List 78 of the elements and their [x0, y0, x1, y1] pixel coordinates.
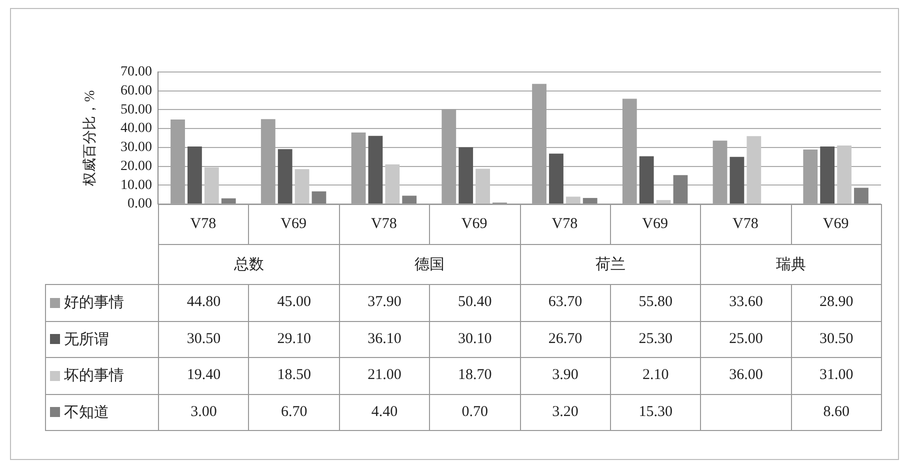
data-label: 44.80: [158, 284, 250, 322]
data-label: 36.10: [338, 320, 430, 358]
legend-label: 坏的事情: [45, 357, 159, 394]
y-tick-label: 30.00: [120, 140, 152, 156]
bar: [582, 198, 598, 204]
data-label: 4.40: [338, 394, 430, 431]
data-label: 6.70: [248, 394, 340, 431]
data-label: 55.80: [610, 284, 702, 322]
data-label: 37.90: [338, 284, 430, 322]
bar: [385, 164, 400, 204]
data-label: 8.60: [790, 394, 882, 431]
data-label: 26.70: [520, 320, 611, 358]
bar: [837, 146, 852, 204]
data-label: 15.30: [610, 394, 702, 431]
text: 总数: [158, 244, 340, 285]
y-tick-label: 70.00: [120, 64, 152, 80]
data-label: 36.00: [700, 357, 792, 394]
data-label: 30.10: [429, 320, 520, 358]
data-label: 50.40: [429, 284, 520, 322]
legend-label: 无所谓: [45, 320, 159, 358]
legend-label: 不知道: [45, 394, 159, 431]
y-tick-label: 0.00: [128, 196, 152, 212]
text: 德国: [338, 244, 520, 285]
y-axis-title: 权威百分比，%: [82, 90, 98, 187]
legend-label: 好的事情: [45, 284, 159, 322]
bar: [566, 196, 580, 204]
y-tick-label: 60.00: [120, 84, 152, 99]
data-label: 45.00: [248, 284, 340, 322]
data-label: 25.00: [700, 320, 792, 358]
x-tick-label: V69: [280, 216, 306, 232]
data-label: 21.00: [338, 357, 430, 394]
data-label: 0.70: [429, 394, 520, 431]
bar: [820, 146, 835, 204]
data-label: 18.70: [429, 357, 520, 394]
x-tick-label: V78: [190, 216, 216, 232]
data-label: 31.00: [790, 357, 882, 394]
data-label: 63.70: [520, 284, 611, 322]
bar: [312, 191, 326, 204]
bar: [854, 188, 868, 204]
y-tick-label: 50.00: [120, 102, 152, 118]
data-label: 18.50: [248, 357, 340, 394]
data-label: 19.40: [158, 357, 250, 394]
data-label: 3.00: [158, 394, 250, 431]
bar: [746, 136, 762, 204]
bar: [656, 200, 671, 204]
x-tick-label: V78: [732, 216, 758, 232]
x-tick-label: V69: [822, 216, 849, 232]
bar: [458, 147, 474, 204]
x-tick-label: V69: [642, 216, 668, 232]
bar: [368, 136, 383, 204]
bar: [549, 154, 564, 204]
bar: [673, 175, 688, 204]
x-tick-label: V69: [461, 216, 488, 232]
data-label: 30.50: [158, 320, 250, 358]
y-tick-label: 20.00: [120, 158, 152, 174]
bar: [730, 156, 744, 204]
data-label: 3.20: [520, 394, 611, 431]
y-tick-label: 10.00: [120, 178, 152, 193]
data-label: 33.60: [700, 284, 792, 322]
bar: [402, 196, 417, 204]
text: 瑞典: [700, 244, 882, 285]
data-label: 29.10: [248, 320, 340, 358]
bar: [639, 156, 654, 204]
data-label: 30.50: [790, 320, 882, 358]
bar: [204, 167, 219, 204]
data-label: 28.90: [790, 284, 882, 322]
bar: [294, 169, 310, 204]
x-tick-label: V78: [552, 216, 578, 232]
y-tick-label: 40.00: [120, 121, 152, 136]
data-label: 25.30: [610, 320, 702, 358]
bar: [278, 149, 292, 204]
x-tick-label: V78: [371, 216, 397, 232]
data-label: 2.10: [610, 357, 702, 394]
bar: [476, 168, 490, 204]
bar: [221, 198, 236, 204]
data-label: 3.90: [520, 357, 611, 394]
bar: [188, 146, 202, 204]
text: 荷兰: [520, 244, 702, 285]
